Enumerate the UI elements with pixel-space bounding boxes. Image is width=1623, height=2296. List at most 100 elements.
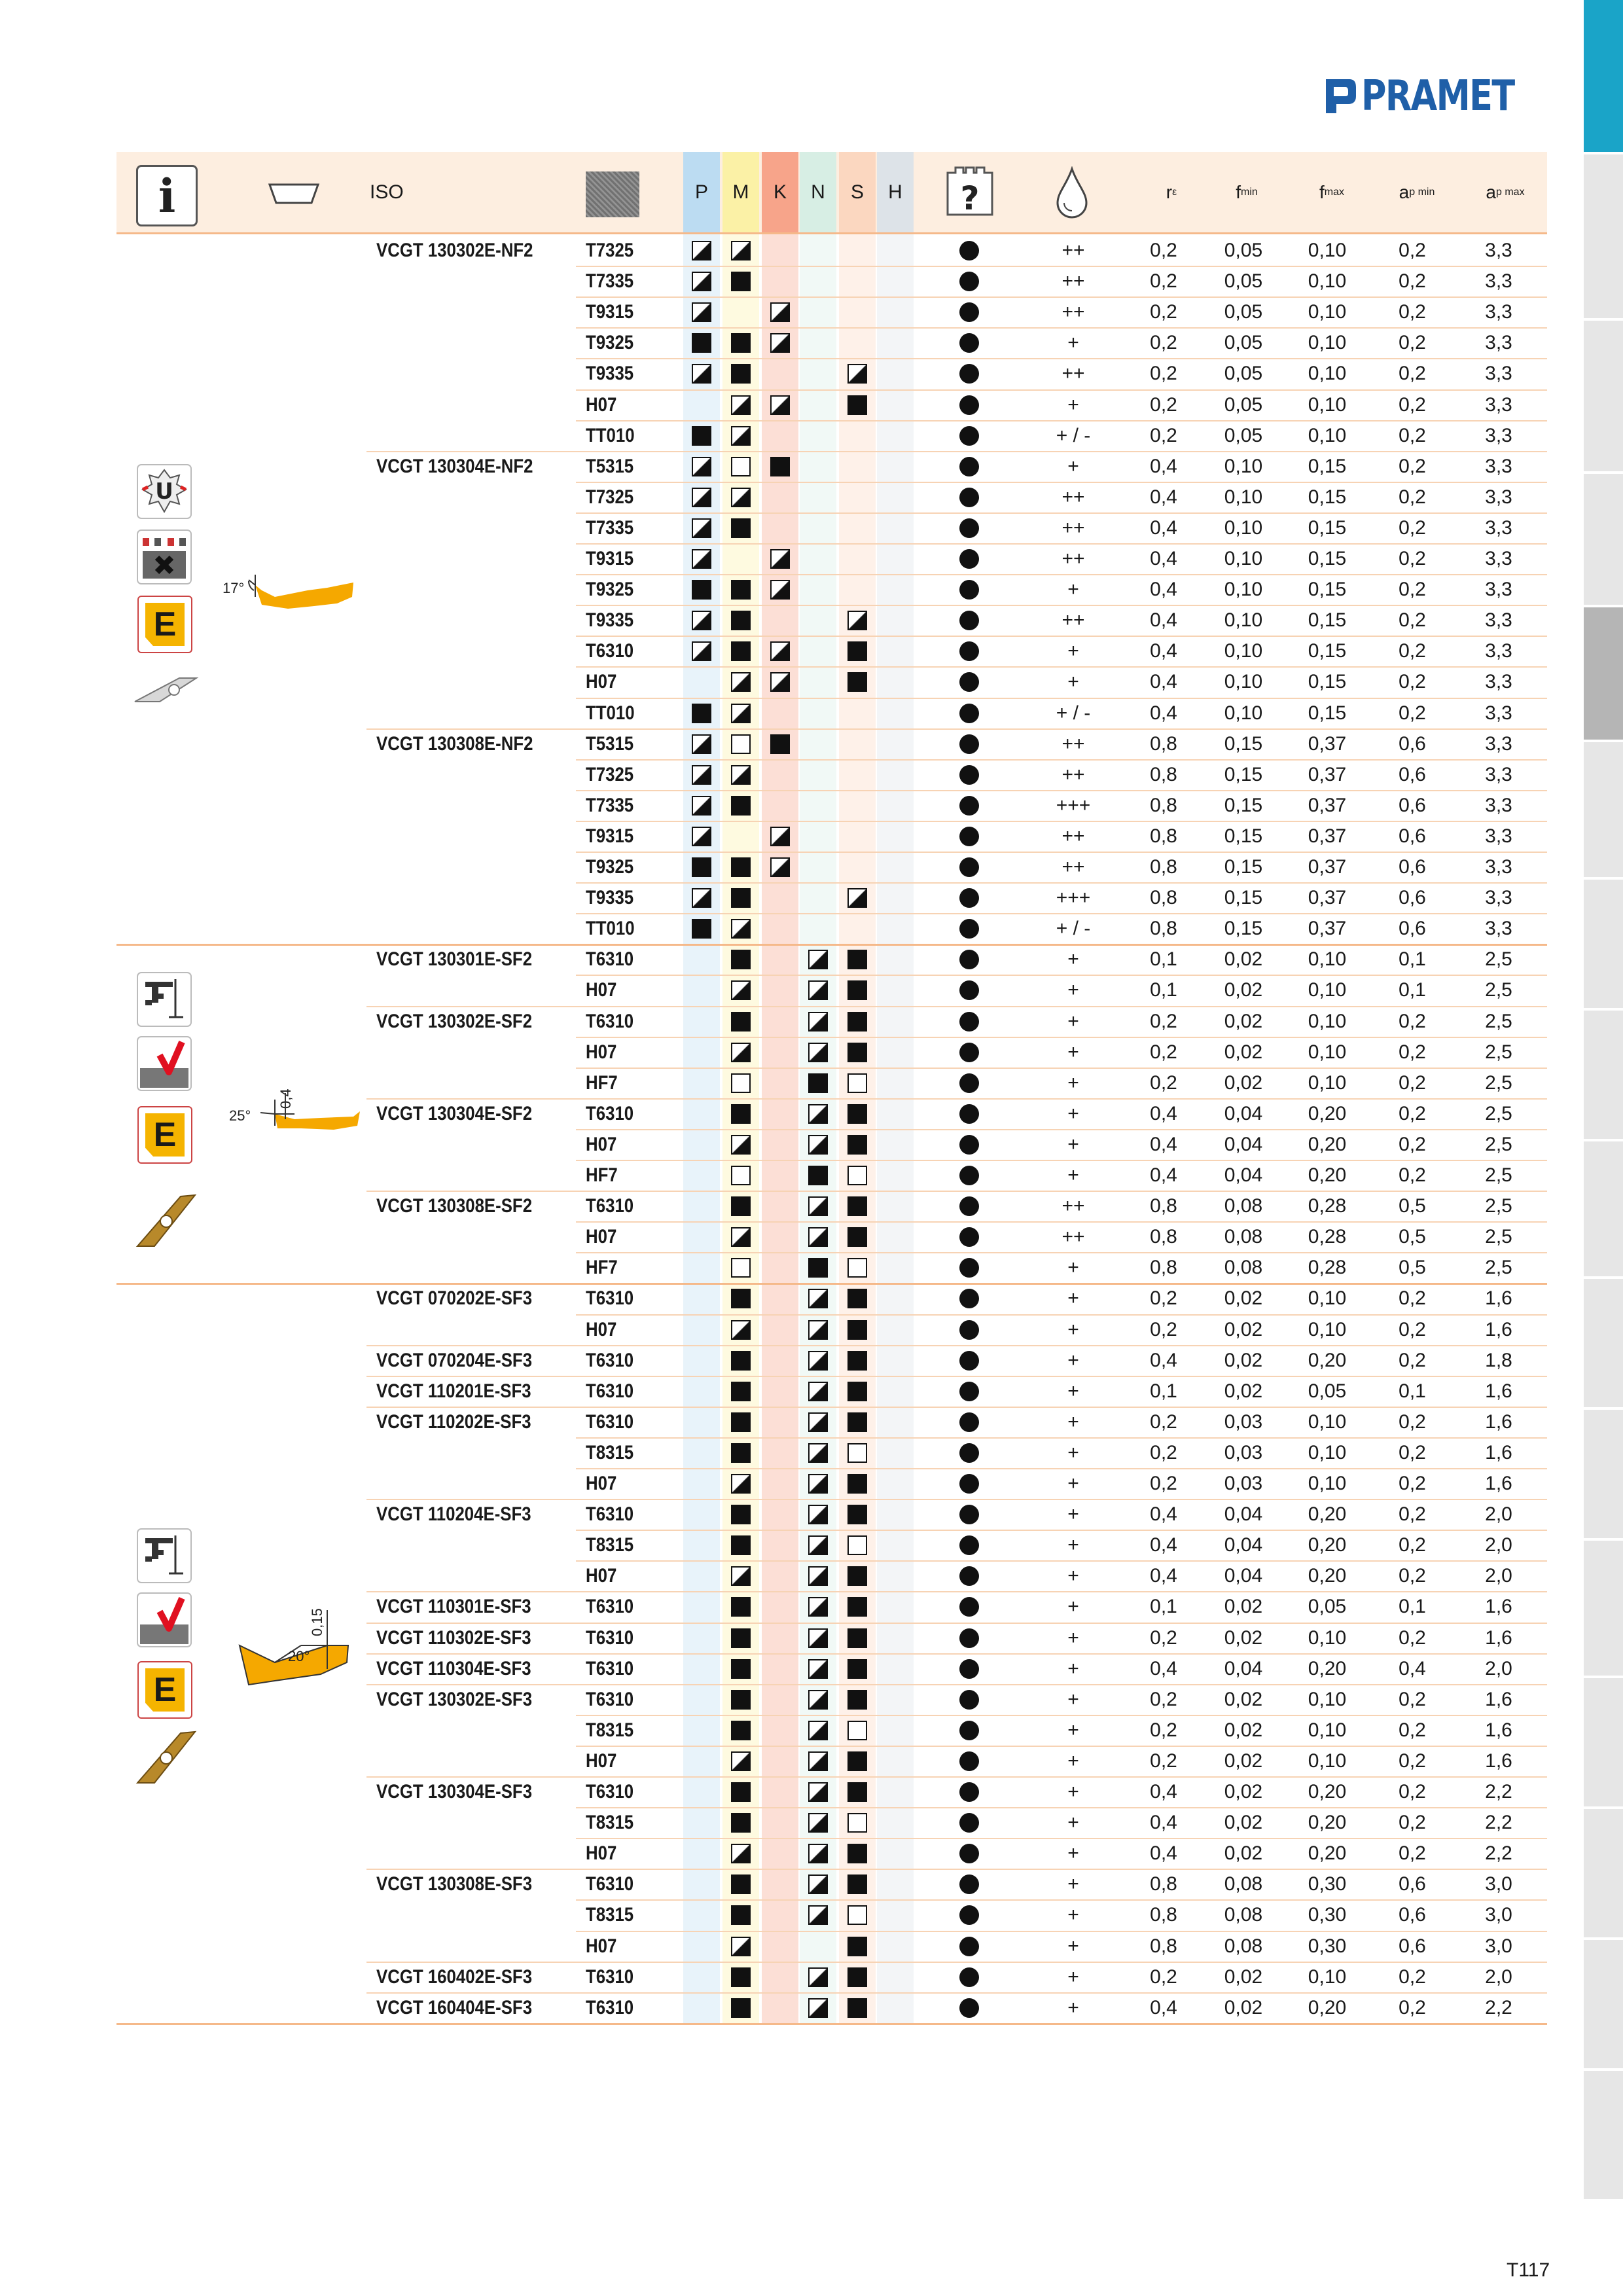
corner-radius: 0,1 <box>1150 979 1177 1001</box>
depth-min: 0,2 <box>1399 1071 1426 1094</box>
application-dot <box>959 518 979 538</box>
row-divider <box>366 1098 1547 1100</box>
side-tab-6[interactable] <box>1584 880 1623 1011</box>
suitability-secondary-N <box>808 980 828 1001</box>
side-tab-11[interactable] <box>1584 1541 1623 1678</box>
depth-max: 3,3 <box>1485 424 1512 446</box>
suitability-secondary-P <box>692 518 711 538</box>
corner-radius: 0,8 <box>1150 825 1177 847</box>
corner-radius: 0,8 <box>1150 1226 1177 1248</box>
corner-radius: 0,2 <box>1150 270 1177 293</box>
grade-code: H07 <box>586 1133 617 1155</box>
suitability-primary-M <box>731 1505 751 1525</box>
side-tab-5[interactable] <box>1584 742 1623 880</box>
application-dot <box>959 241 979 260</box>
side-tab-10[interactable] <box>1584 1410 1623 1541</box>
depth-min: 0,2 <box>1399 516 1426 539</box>
side-tab-7[interactable] <box>1584 1011 1623 1141</box>
depth-max: 3,3 <box>1485 671 1512 693</box>
depth-min: 0,2 <box>1399 424 1426 446</box>
application-dot <box>959 1319 979 1340</box>
suitability-primary-S <box>847 1474 867 1494</box>
depth-min: 0,5 <box>1399 1226 1426 1248</box>
corner-radius: 0,8 <box>1150 763 1177 785</box>
depth-max: 3,3 <box>1485 763 1512 785</box>
application-dot <box>959 549 979 569</box>
side-tab-3[interactable] <box>1584 474 1623 607</box>
suitability-primary-N <box>808 1073 828 1093</box>
coolant-rating: + <box>1067 1041 1079 1063</box>
coolant-rating: + <box>1067 1842 1079 1865</box>
feed-min: 0,04 <box>1224 1164 1263 1186</box>
application-dot <box>959 1134 979 1155</box>
application-dot <box>959 425 979 446</box>
side-tab-2[interactable] <box>1584 321 1623 474</box>
row-divider <box>576 327 1547 329</box>
application-dot <box>959 1474 979 1494</box>
depth-min: 0,6 <box>1399 918 1426 940</box>
grade-code: T5315 <box>586 732 634 755</box>
depth-min: 0,2 <box>1399 332 1426 354</box>
grade-code: T6310 <box>586 1965 634 1988</box>
iso-code: VCGT 130302E-SF3 <box>376 1688 533 1710</box>
suitability-primary-M <box>731 1782 751 1802</box>
side-tab-8[interactable] <box>1584 1141 1623 1279</box>
suitability-primary-S <box>847 950 867 970</box>
side-tab-15[interactable] <box>1584 2071 1623 2202</box>
iso-code: VCGT 160402E-SF3 <box>376 1965 533 1988</box>
suitability-secondary-N <box>808 1751 828 1771</box>
depth-min: 0,2 <box>1399 640 1426 662</box>
application-dot <box>959 1535 979 1556</box>
info-icon[interactable]: i <box>136 165 198 226</box>
row-divider <box>366 1961 1547 1963</box>
application-dot <box>959 1227 979 1247</box>
feed-min: 0,02 <box>1224 1719 1263 1741</box>
suitability-primary-P <box>692 857 711 877</box>
depth-max: 1,6 <box>1485 1380 1512 1402</box>
application-dot <box>959 1936 979 1956</box>
surface-finish-icon <box>136 1035 192 1095</box>
corner-radius: 0,4 <box>1150 486 1177 508</box>
material-header-M: M <box>732 181 749 203</box>
coolant-drop-icon <box>1056 166 1088 219</box>
side-tab-14[interactable] <box>1584 1940 1623 2071</box>
application-dot <box>959 1659 979 1679</box>
depth-min: 0,2 <box>1399 455 1426 477</box>
suitability-primary-M <box>731 611 751 631</box>
side-tab-13[interactable] <box>1584 1809 1623 1940</box>
row-divider <box>576 574 1547 576</box>
suitability-occasional-M <box>731 734 751 754</box>
suitability-secondary-M <box>731 1566 751 1587</box>
row-divider <box>576 420 1547 422</box>
side-tab-1[interactable] <box>1584 154 1623 321</box>
feed-min: 0,02 <box>1224 1996 1263 2018</box>
suitability-primary-S <box>847 1597 867 1617</box>
feed-min: 0,15 <box>1224 763 1263 785</box>
angle-label-sf2: 25° <box>229 1107 251 1124</box>
corner-radius: 0,4 <box>1150 640 1177 662</box>
feed-min: 0,08 <box>1224 1257 1263 1279</box>
suitability-primary-M <box>731 1874 751 1895</box>
coolant-rating: ++ <box>1061 609 1085 632</box>
depth-min: 0,2 <box>1399 702 1426 724</box>
feed-max: 0,05 <box>1308 1380 1347 1402</box>
row-divider <box>366 1499 1547 1501</box>
row-divider <box>576 512 1547 514</box>
application-dot <box>959 1073 979 1093</box>
corner-radius: 0,2 <box>1150 1441 1177 1463</box>
depth-max: 3,3 <box>1485 732 1512 755</box>
grade-code: T7335 <box>586 794 634 816</box>
suitability-primary-M <box>731 795 751 816</box>
side-tab-4[interactable] <box>1584 607 1623 742</box>
depth-min: 0,2 <box>1399 1010 1426 1032</box>
suitability-primary-K <box>770 456 790 476</box>
grade-code: T6310 <box>586 1781 634 1803</box>
feed-min: 0,02 <box>1224 1041 1263 1063</box>
side-tab-12[interactable] <box>1584 1678 1623 1809</box>
group-divider <box>116 944 1547 946</box>
side-tab-0[interactable] <box>1584 0 1623 154</box>
side-tab-9[interactable] <box>1584 1279 1623 1410</box>
insert-gold-icon <box>135 1194 197 1247</box>
finishing-tool-icon-2 <box>136 1528 192 1587</box>
